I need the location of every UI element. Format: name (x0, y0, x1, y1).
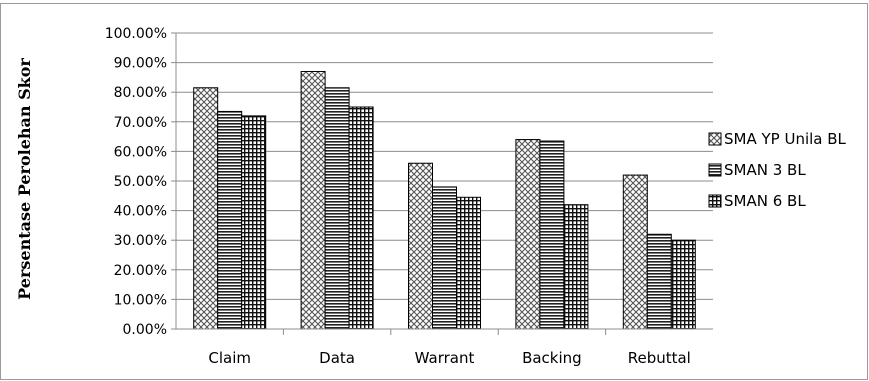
y-tick-label: 40.00% (114, 204, 167, 220)
y-tick-label: 50.00% (114, 174, 167, 190)
bar-claim-series-2 (217, 110, 243, 330)
outer-border (0, 3, 868, 380)
y-tick-label: 10.00% (114, 292, 167, 308)
bar-backing-series-2 (539, 140, 565, 330)
y-tick-label: 20.00% (114, 263, 167, 279)
bar-rebuttal-series-1 (622, 174, 648, 330)
bar-backing-series-1 (515, 139, 541, 330)
legend-swatch (708, 132, 722, 146)
x-tick-label: Warrant (415, 349, 475, 367)
bar-rebuttal-series-2 (646, 233, 672, 330)
y-tick-label: 30.00% (114, 233, 167, 249)
bar-warrant-series-1 (408, 162, 433, 330)
legend-swatch (708, 194, 722, 208)
legend-label: SMA YP Unila BL (724, 130, 847, 148)
y-tick-label: 60.00% (114, 144, 167, 160)
bar-data-series-3 (348, 106, 374, 330)
bar-warrant-series-2 (432, 186, 457, 330)
bar-claim-series-1 (193, 87, 219, 330)
legend-swatch (708, 163, 722, 177)
legend: SMA YP Unila BL SMAN 3 BL SMAN 6 BL (708, 130, 847, 210)
y-tick-label: 80.00% (114, 85, 167, 101)
axes (175, 33, 713, 330)
y-tick-label: 0.00% (123, 322, 167, 338)
x-tick-label: Backing (522, 349, 582, 367)
y-axis-title: Persentase Perolehan Skor (15, 58, 34, 300)
bar-claim-series-3 (241, 115, 267, 330)
y-tick-label: 100.00% (105, 26, 167, 42)
bars (193, 70, 696, 330)
x-tick-label: Rebuttal (628, 349, 691, 367)
legend-label: SMAN 3 BL (724, 161, 806, 179)
bar-data-series-1 (300, 70, 326, 330)
x-tick-label: Claim (208, 349, 251, 367)
y-tick-labels: 0.00% 10.00% 20.00% 30.00% 40.00% 50.00% 60.00… (105, 26, 167, 338)
legend-label: SMAN 6 BL (724, 192, 806, 210)
y-tick-label: 90.00% (114, 56, 167, 72)
bar-data-series-2 (324, 87, 350, 330)
bar-rebuttal-series-3 (670, 239, 696, 330)
bar-warrant-series-3 (456, 196, 481, 330)
x-tick-labels: Claim Data Warrant Backing Rebuttal (208, 329, 691, 367)
bar-backing-series-3 (563, 204, 589, 330)
y-tick-label: 70.00% (114, 115, 167, 131)
x-tick-label: Data (319, 349, 355, 367)
